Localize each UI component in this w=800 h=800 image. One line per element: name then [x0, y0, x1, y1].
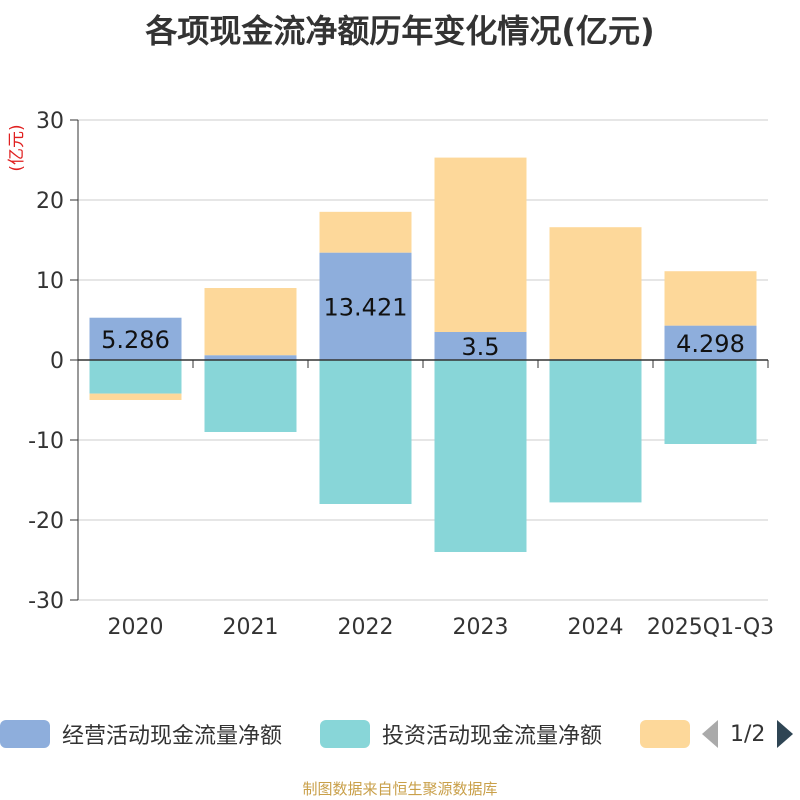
y-tick-label: -20 [28, 509, 64, 534]
legend-item-financing[interactable] [640, 716, 702, 752]
x-tick-label-2020: 2020 [108, 615, 164, 640]
y-tick-label: -30 [28, 589, 64, 614]
legend: 经营活动现金流量净额 投资活动现金流量净额 1/2 [0, 716, 800, 756]
legend-pager: 1/2 [702, 716, 794, 752]
y-tick-label: -10 [28, 429, 64, 454]
source-note: 制图数据来自恒生聚源数据库 [302, 780, 498, 798]
bar-group [89, 157, 757, 552]
bar-financing-2024 [549, 227, 642, 360]
bar-financing-2023 [434, 157, 527, 332]
bar-operating-2020 [89, 317, 182, 360]
y-tick-label: 0 [50, 349, 64, 374]
x-tick-label-2025Q1-Q3: 2025Q1-Q3 [647, 615, 774, 640]
bar-financing-2020 [89, 393, 182, 400]
bar-financing-2022 [319, 211, 412, 253]
bar-operating-2023 [434, 332, 527, 360]
bar-investing-2025Q1-Q3 [664, 360, 757, 444]
bar-operating-2025Q1-Q3 [664, 325, 757, 360]
y-tick-label: 10 [36, 269, 64, 294]
pager-next-icon[interactable] [777, 720, 794, 748]
legend-swatch-financing [640, 720, 690, 748]
bar-operating-2021 [204, 355, 297, 360]
data-label-2020: 5.286 [101, 326, 170, 354]
bar-financing-2021 [204, 288, 297, 356]
x-tick-label-2021: 2021 [223, 615, 279, 640]
axes: 30 20 10 0 -10 -20 -30 (亿元) 2020 2021 2022 2023 2024… [7, 109, 774, 640]
data-label-2025Q1-Q3: 4.298 [676, 330, 745, 358]
bar-investing-2021 [204, 360, 297, 432]
grid-lines [78, 119, 768, 601]
bar-investing-2023 [434, 360, 527, 552]
chart-title: 各项现金流净额历年变化情况(亿元) [145, 12, 655, 50]
y-tick-label: 20 [36, 189, 64, 214]
data-labels: 5.286 13.421 3.5 4.298 [101, 293, 745, 361]
data-label-2023: 3.5 [461, 333, 499, 361]
bar-investing-2024 [549, 360, 642, 503]
legend-swatch-investing [320, 720, 370, 748]
bar-financing-2025Q1-Q3 [664, 271, 757, 326]
y-axis-unit-label: (亿元) [7, 124, 27, 171]
bar-investing-2022 [319, 360, 412, 504]
legend-label-operating: 经营活动现金流量净额 [62, 724, 283, 749]
x-tick-label-2024: 2024 [568, 615, 624, 640]
y-tick-label: 30 [36, 109, 64, 134]
bar-operating-2022 [319, 252, 412, 360]
x-tick-label-2022: 2022 [338, 615, 394, 640]
data-label-2022: 13.421 [324, 293, 408, 321]
legend-swatch-operating [0, 720, 50, 748]
x-tick-label-2023: 2023 [453, 615, 509, 640]
bar-investing-2020 [89, 360, 182, 394]
pager-text: 1/2 [730, 721, 766, 747]
pager-prev-icon[interactable] [702, 720, 718, 748]
legend-label-investing: 投资活动现金流量净额 [382, 724, 603, 749]
legend-item-operating[interactable]: 经营活动现金流量净额 [0, 716, 282, 752]
legend-item-investing[interactable]: 投资活动现金流量净额 [320, 716, 602, 752]
chart-plot: 30 20 10 0 -10 -20 -30 (亿元) 2020 2021 2022 2023 2024… [7, 109, 774, 640]
